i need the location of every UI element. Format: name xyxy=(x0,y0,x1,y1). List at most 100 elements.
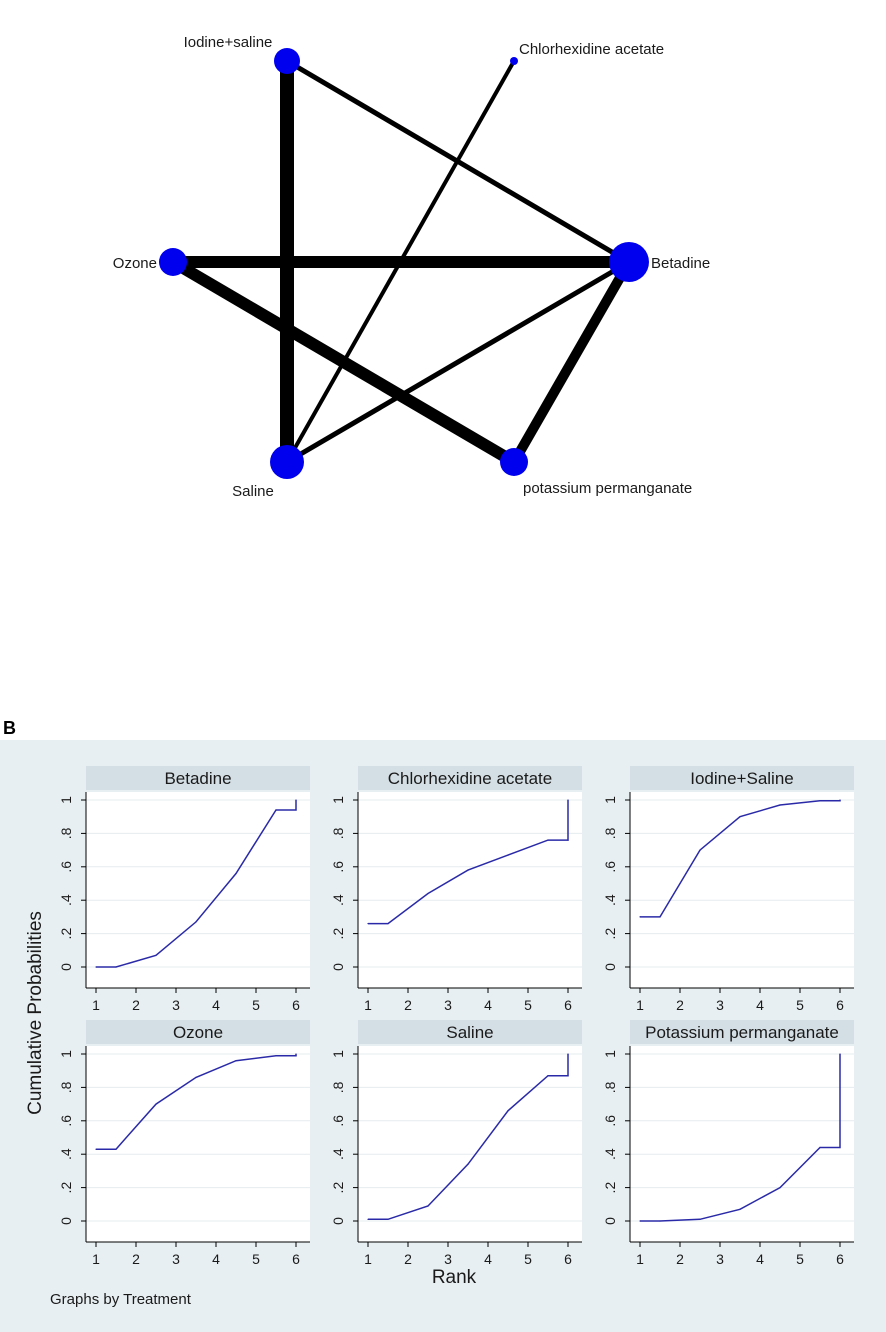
series-line xyxy=(640,800,841,918)
x-tick-label: 3 xyxy=(444,1251,452,1267)
x-tick-label: 5 xyxy=(524,997,532,1013)
network-edge-betadine-kmno4 xyxy=(509,259,634,465)
series-point xyxy=(235,872,237,875)
series-point xyxy=(467,1163,469,1165)
y-tick-label: 1 xyxy=(58,1050,74,1058)
strip-title: Betadine xyxy=(164,769,231,788)
x-tick-label: 3 xyxy=(172,1251,180,1267)
x-tick-label: 1 xyxy=(364,1251,372,1267)
y-tick-label: .2 xyxy=(330,928,346,940)
rankogram-grid: Betadine 0.2.4.6.8 1 1 2 3 4 5 6 Chlorhexidine ac… xyxy=(0,740,886,1332)
x-tick-label: 5 xyxy=(796,997,804,1013)
series-point xyxy=(387,1218,389,1220)
x-tick-label: 4 xyxy=(484,1251,492,1267)
x-tick-label: 2 xyxy=(132,1251,140,1267)
series-point xyxy=(295,1053,297,1055)
rankogram-panel-6: Potassium permanganate 0 .2 .4 .6 .8 1 1 2 3 4 5 6 xyxy=(602,1020,854,1267)
series-point xyxy=(839,800,841,802)
x-tick-label: 3 xyxy=(716,997,724,1013)
y-tick-label: .4 xyxy=(330,1148,346,1160)
x-tick-label: 1 xyxy=(364,997,372,1013)
strip-background xyxy=(358,766,582,790)
network-node-kmno4 xyxy=(500,448,528,476)
network-node-iodine xyxy=(274,48,300,74)
series-point xyxy=(95,1148,97,1150)
y-tick-label: .4 xyxy=(602,1148,618,1160)
y-tick-label: .2 xyxy=(602,928,618,940)
network-node-label-chlor: Chlorhexidine acetate xyxy=(519,41,664,58)
series-point xyxy=(567,1075,569,1077)
rankogram-panel-5: Saline 0 .2 .4 .6 .8 1 1 2 3 4 5 6 xyxy=(330,1020,582,1267)
y-tick-label: .8 xyxy=(330,827,346,839)
y-tick-label: 1 xyxy=(58,796,74,804)
y-tick-label: 0 xyxy=(58,1217,74,1225)
x-tick-label: 1 xyxy=(92,997,100,1013)
network-plot: Iodine+saline Chlorhexidine acetate Betadi… xyxy=(0,0,830,580)
x-tick-label: 4 xyxy=(212,997,220,1013)
x-tick-label: 5 xyxy=(796,1251,804,1267)
series-point xyxy=(567,1053,569,1055)
strip-background xyxy=(358,1020,582,1044)
y-tick-label: .6 xyxy=(330,1115,346,1127)
strip-background xyxy=(630,1020,854,1044)
plot-area xyxy=(86,1046,310,1242)
rankogram-panel-3: Iodine+Saline 0 .2 .4 .6 .8 1 1 2 3 4 5 6 xyxy=(602,766,854,1013)
network-node-saline xyxy=(270,445,304,479)
x-tick-label: 3 xyxy=(444,997,452,1013)
series-point xyxy=(155,1103,157,1105)
x-tick-label: 5 xyxy=(524,1251,532,1267)
plot-area xyxy=(630,792,854,988)
graphs-by-note: Graphs by Treatment xyxy=(50,1291,192,1308)
series-point xyxy=(235,1060,237,1062)
series-point xyxy=(115,1148,117,1150)
y-tick-label: .8 xyxy=(330,1081,346,1093)
y-tick-label: .2 xyxy=(58,928,74,940)
series-point xyxy=(567,839,569,841)
y-tick-label: 1 xyxy=(330,796,346,804)
y-tick-label: .2 xyxy=(602,1182,618,1194)
x-tick-label: 3 xyxy=(716,1251,724,1267)
y-tick-label: .6 xyxy=(602,861,618,873)
network-node-chlor xyxy=(510,57,518,65)
series-point xyxy=(507,854,509,856)
network-node-betadine xyxy=(609,242,649,282)
series-point xyxy=(659,916,661,918)
y-tick-label: .2 xyxy=(330,1182,346,1194)
series-point xyxy=(699,849,701,851)
series-point xyxy=(739,816,741,818)
rankogram-panel-4: Ozone 0 .2 .4 .6 .8 1 1 2 3 4 5 6 xyxy=(58,1020,310,1267)
series-point xyxy=(567,799,569,801)
y-tick-label: .8 xyxy=(58,827,74,839)
series-point xyxy=(639,1220,641,1222)
network-node-label-kmno4: potassium permanganate xyxy=(523,480,692,497)
x-tick-label: 3 xyxy=(172,997,180,1013)
y-tick-label: .8 xyxy=(602,827,618,839)
x-tick-label: 2 xyxy=(404,997,412,1013)
series-point xyxy=(367,1218,369,1220)
x-tick-label: 2 xyxy=(676,997,684,1013)
network-svg: Iodine+saline Chlorhexidine acetate Betadi… xyxy=(113,34,710,500)
series-point xyxy=(195,921,197,923)
series-line xyxy=(96,1054,297,1150)
series-point xyxy=(275,1055,277,1057)
series-line xyxy=(368,800,569,925)
rankogram-panel-2: Chlorhexidine acetate 0 .2 .4 .6 .8 1 1 2 3 4 5 6 xyxy=(330,766,582,1013)
series-point xyxy=(547,839,549,841)
rankogram-panel-1: Betadine 0 .2 .4 .6 .8 1 1 2 3 4 5 6 xyxy=(58,766,310,1013)
network-node-ozone xyxy=(159,248,187,276)
series-point xyxy=(195,1076,197,1078)
network-node-label-iodine: Iodine+saline xyxy=(184,34,273,51)
network-nodes: Iodine+saline Chlorhexidine acetate Betadi… xyxy=(113,34,710,500)
y-tick-label: .4 xyxy=(602,894,618,906)
series-point xyxy=(367,922,369,925)
series-line xyxy=(640,1054,841,1222)
y-tick-label: 0 xyxy=(330,963,346,971)
strip-title: Chlorhexidine acetate xyxy=(388,769,552,788)
plot-area xyxy=(630,1046,854,1242)
series-point xyxy=(427,1205,429,1207)
series-point xyxy=(779,1187,781,1189)
series-point xyxy=(839,1053,841,1055)
plot-area xyxy=(86,792,310,988)
x-tick-label: 2 xyxy=(676,1251,684,1267)
series-point xyxy=(699,1218,701,1220)
